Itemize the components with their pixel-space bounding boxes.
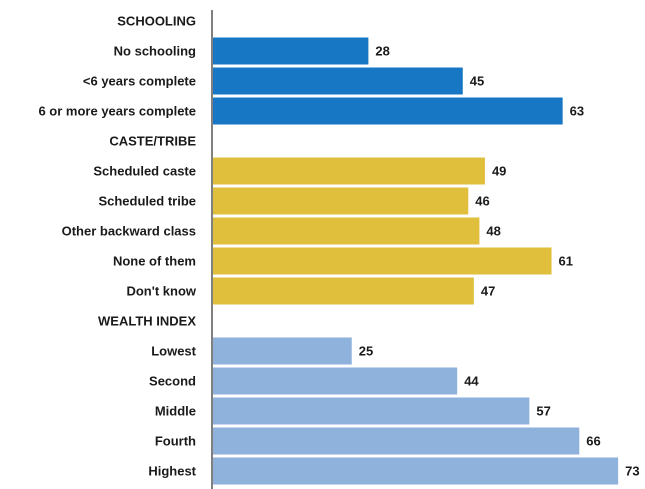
data-label: 45 xyxy=(470,74,484,89)
category-label: No schooling xyxy=(114,44,196,59)
bar xyxy=(213,217,480,245)
data-label: 25 xyxy=(359,344,373,359)
chart-rows: SCHOOLING No schooling 28 <6 years complete… xyxy=(38,14,640,485)
category-label: Scheduled tribe xyxy=(98,194,196,209)
category-label: None of them xyxy=(113,254,196,269)
data-label: 61 xyxy=(559,254,573,269)
data-label: 49 xyxy=(492,164,506,179)
data-label: 46 xyxy=(475,194,489,209)
category-label: Fourth xyxy=(155,434,196,449)
data-label: 66 xyxy=(586,434,600,449)
category-label: Highest xyxy=(148,464,196,479)
category-label: Don't know xyxy=(126,284,196,299)
bar xyxy=(213,457,619,485)
category-label: <6 years complete xyxy=(83,74,196,89)
bar xyxy=(213,247,552,275)
bar xyxy=(213,367,458,395)
bar xyxy=(213,37,369,65)
category-label: 6 or more years complete xyxy=(38,104,196,119)
group-heading: WEALTH INDEX xyxy=(98,314,196,329)
bar xyxy=(213,157,485,185)
data-label: 47 xyxy=(481,284,495,299)
category-label: Other backward class xyxy=(62,224,196,239)
bar xyxy=(213,427,580,455)
bar xyxy=(213,97,563,125)
group-heading: CASTE/TRIBE xyxy=(109,134,196,149)
bar xyxy=(213,277,474,305)
category-label: Middle xyxy=(155,404,196,419)
group-heading: SCHOOLING xyxy=(117,14,196,29)
category-label: Second xyxy=(149,374,196,389)
bar xyxy=(213,397,530,425)
data-label: 57 xyxy=(536,404,550,419)
data-label: 63 xyxy=(570,104,584,119)
data-label: 73 xyxy=(625,464,639,479)
category-label: Scheduled caste xyxy=(93,164,196,179)
data-label: 48 xyxy=(486,224,500,239)
bar xyxy=(213,67,463,95)
bar xyxy=(213,187,469,215)
data-label: 44 xyxy=(464,374,479,389)
data-label: 28 xyxy=(375,44,389,59)
category-label: Lowest xyxy=(151,344,196,359)
bar xyxy=(213,337,352,365)
